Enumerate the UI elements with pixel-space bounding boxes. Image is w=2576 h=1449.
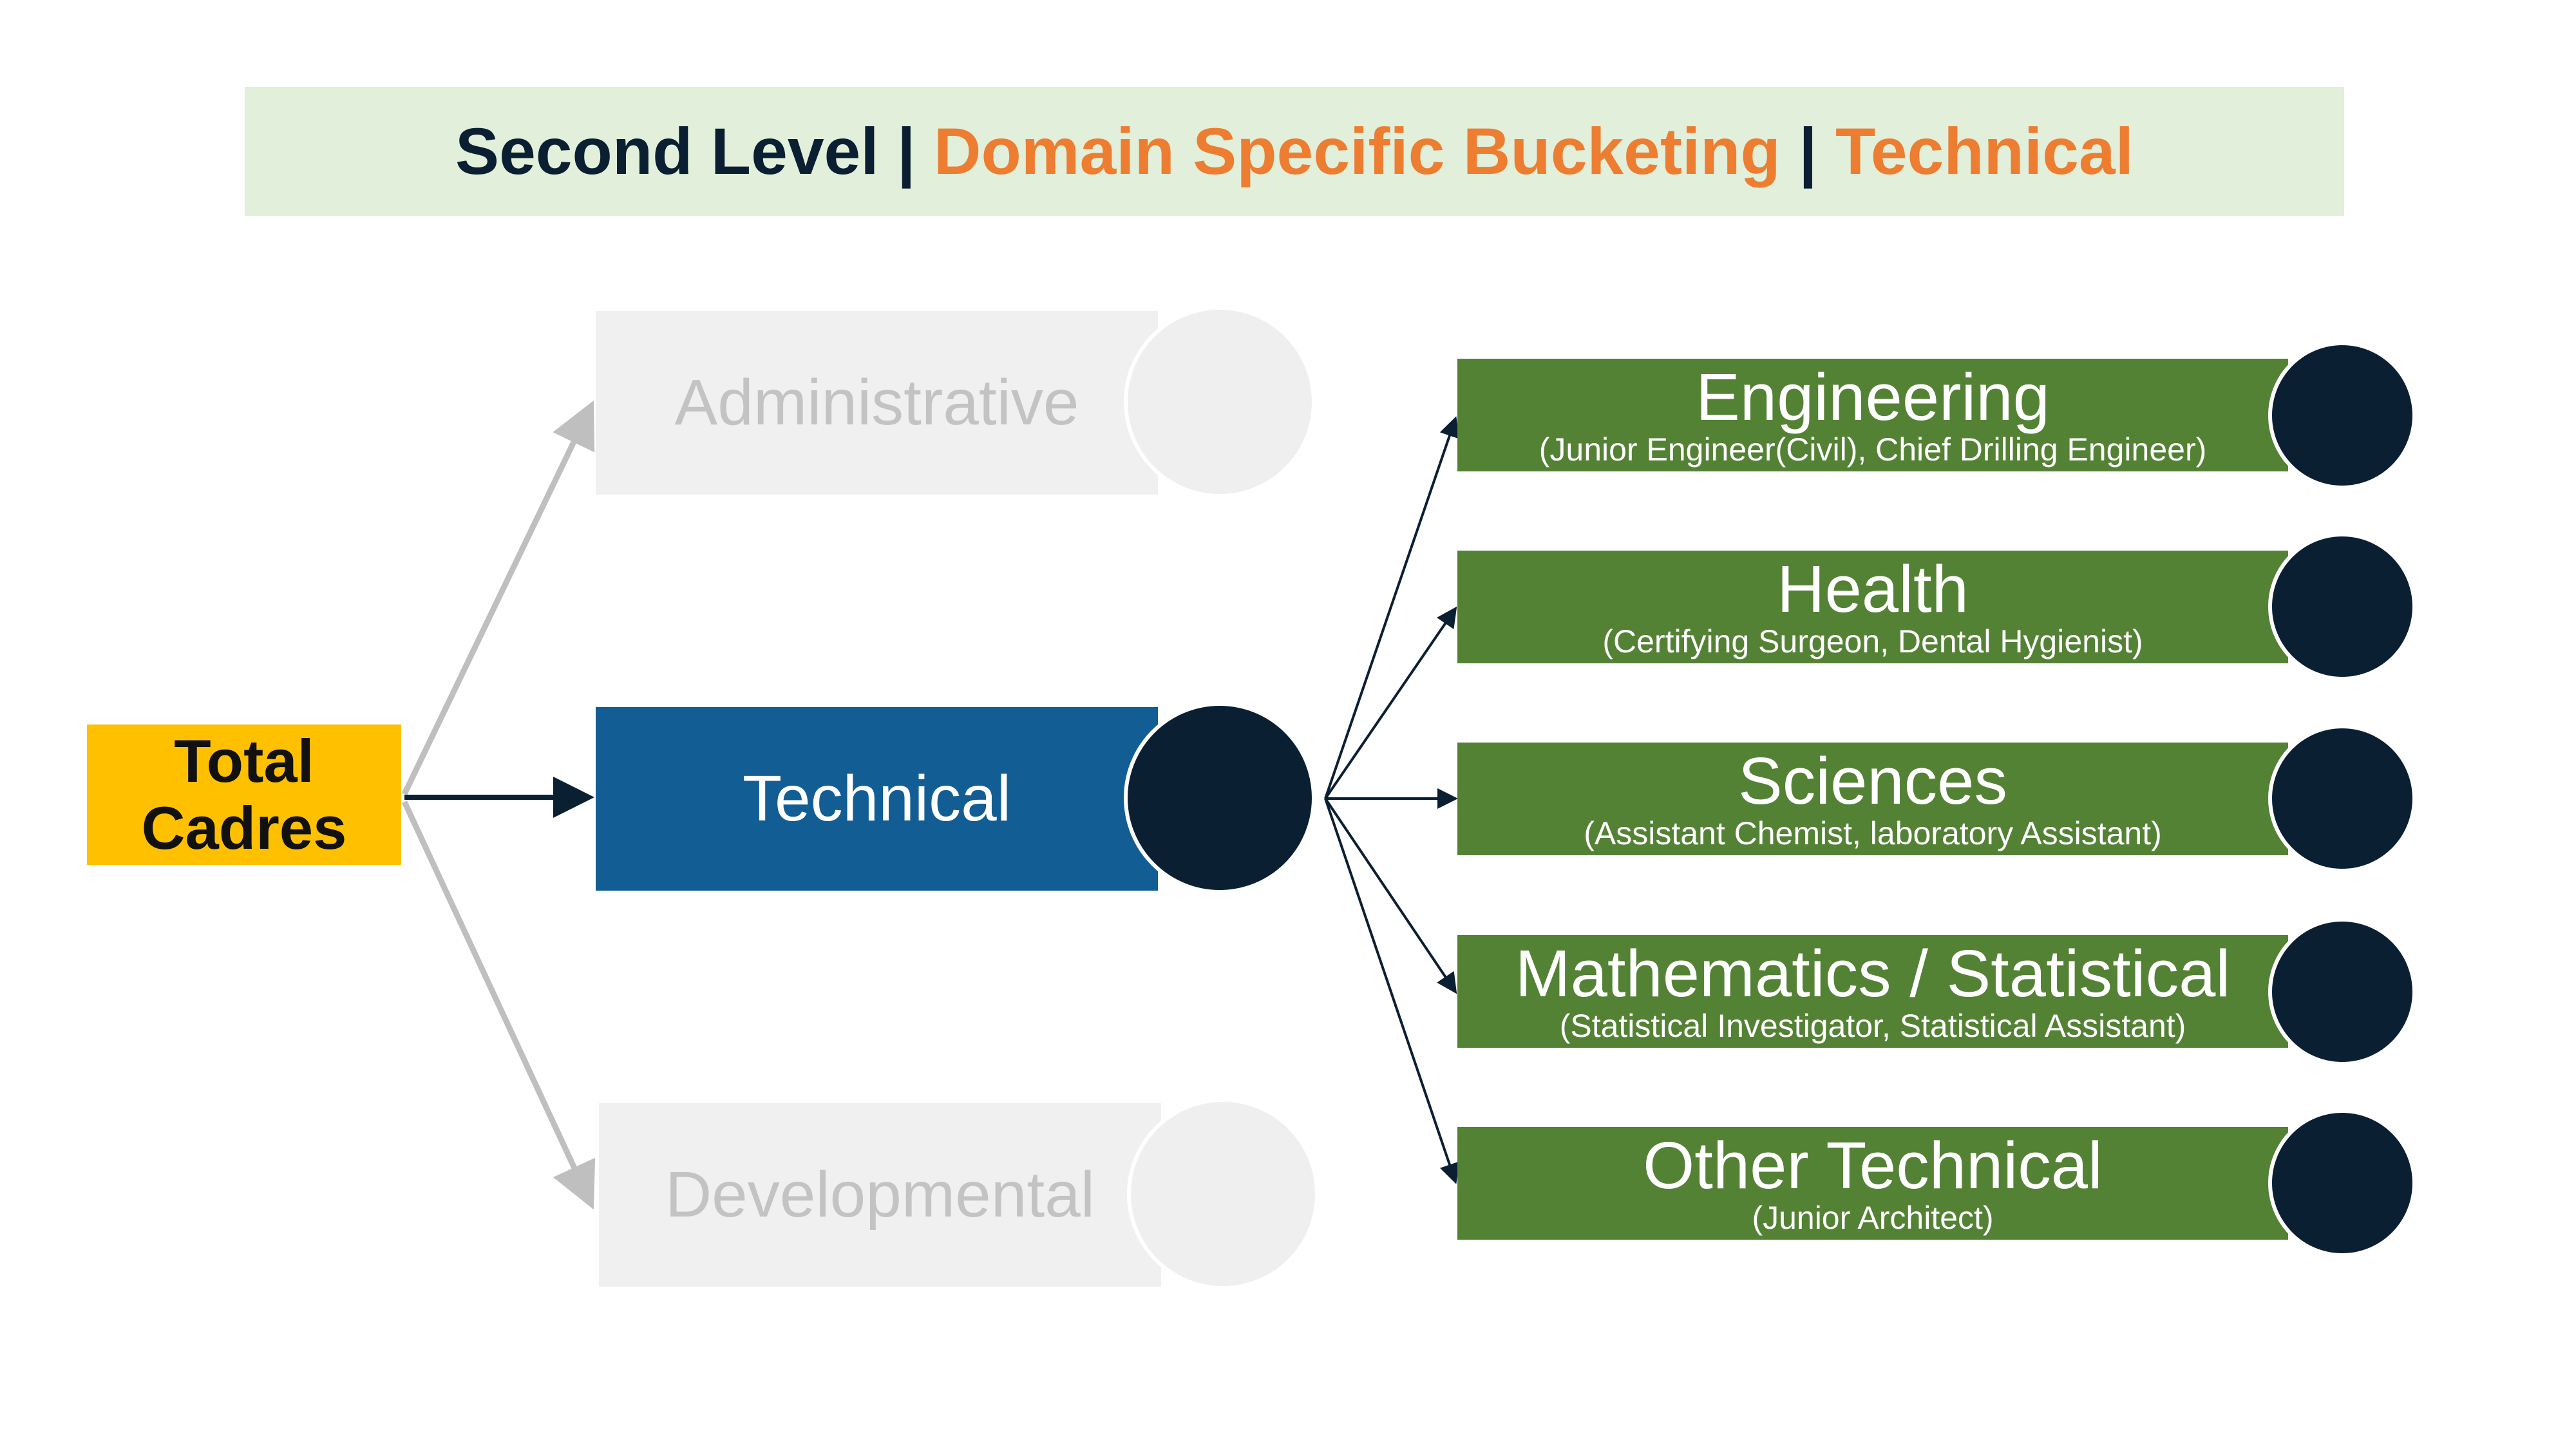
root-label-line1: Total — [174, 727, 314, 795]
category-title: Sciences — [1738, 743, 2007, 818]
category-title: Health — [1777, 551, 1969, 626]
total-cadres-node: Total Cadres — [87, 724, 401, 865]
title-technical: Technical — [1835, 114, 2134, 188]
administrative-circle — [1124, 306, 1316, 498]
category-subtitle: (Statistical Investigator, Statistical A… — [1559, 1007, 2186, 1044]
title-bucketing: Domain Specific Bucketing — [933, 114, 1781, 188]
arrow-technical-to-other — [1324, 798, 1460, 1184]
title-level: Second Level — [455, 114, 879, 188]
category-subtitle: (Junior Architect) — [1752, 1199, 1994, 1236]
administrative-node: Administrative — [596, 311, 1158, 495]
category-health: Health (Certifying Surgeon, Dental Hygie… — [1457, 551, 2288, 663]
mathematics-circle — [2268, 918, 2416, 1066]
arrow-technical-to-mathematics — [1324, 797, 1457, 994]
other-technical-circle — [2268, 1109, 2416, 1257]
administrative-label: Administrative — [674, 366, 1079, 439]
technical-node: Technical — [596, 707, 1158, 891]
arrow-root-to-developmental — [401, 800, 596, 1210]
root-label-line2: Cadres — [141, 794, 347, 862]
category-title: Engineering — [1696, 359, 2050, 434]
health-circle — [2268, 533, 2416, 681]
category-engineering: Engineering (Junior Engineer(Civil), Chi… — [1457, 359, 2288, 471]
arrow-root-to-administrative — [401, 400, 595, 795]
category-other-technical: Other Technical (Junior Architect) — [1457, 1127, 2288, 1240]
developmental-circle — [1127, 1098, 1319, 1290]
arrow-technical-to-engineering — [1324, 416, 1460, 799]
category-subtitle: (Assistant Chemist, laboratory Assistant… — [1584, 815, 2162, 851]
technical-label: Technical — [743, 762, 1011, 835]
technical-circle — [1124, 702, 1316, 894]
category-sciences: Sciences (Assistant Chemist, laboratory … — [1457, 743, 2288, 855]
category-subtitle: (Certifying Surgeon, Dental Hygienist) — [1602, 623, 2143, 659]
category-title: Mathematics / Statistical — [1515, 936, 2231, 1010]
engineering-circle — [2268, 341, 2416, 489]
arrow-technical-to-health — [1324, 606, 1457, 800]
developmental-label: Developmental — [665, 1159, 1095, 1231]
developmental-node: Developmental — [599, 1103, 1161, 1287]
page-title: Second Level | Domain Specific Bucketing… — [245, 87, 2344, 216]
category-mathematics-statistical: Mathematics / Statistical (Statistical I… — [1457, 935, 2288, 1048]
category-subtitle: (Junior Engineer(Civil), Chief Drilling … — [1539, 431, 2207, 468]
title-separator: | — [1780, 114, 1836, 188]
title-separator: | — [878, 114, 934, 188]
sciences-circle — [2268, 724, 2416, 873]
category-title: Other Technical — [1643, 1128, 2103, 1202]
